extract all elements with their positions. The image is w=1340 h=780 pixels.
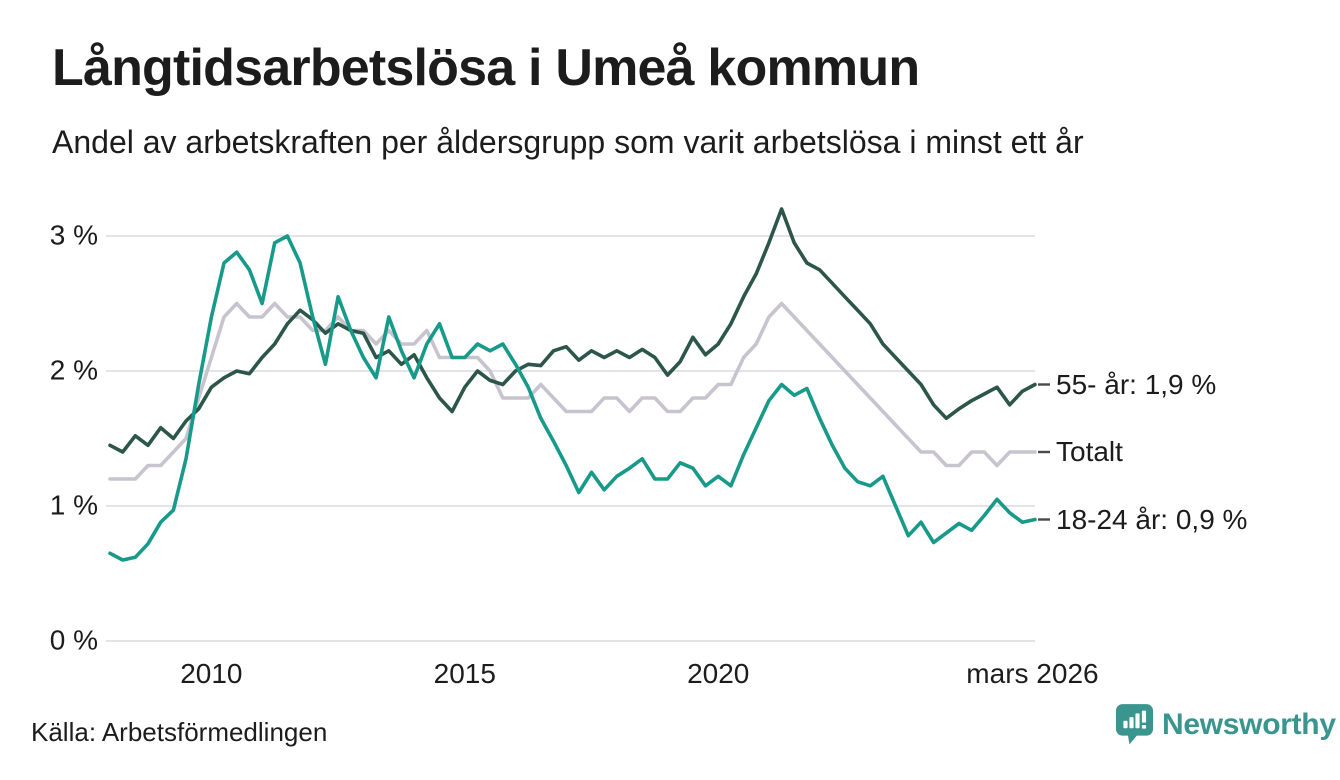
newsworthy-icon [1116,704,1153,745]
series-label-Totalt: Totalt [1056,436,1123,467]
brand-logo: Newsworthy [1116,704,1336,745]
series-line-Totalt [108,301,1037,481]
series-label-18-24år: 18-24 år: 0,9 % [1056,503,1248,535]
y-axis-label: 1 % [49,489,98,521]
x-axis-label: 2020 [687,658,750,689]
page-subtitle: Andel av arbetskraften per åldersgrupp s… [52,124,1084,160]
brand-name: Newsworthy [1162,707,1336,741]
x-axis-label: mars 2026 [966,658,1099,689]
series-line-55-år [108,207,1037,454]
y-axis-label: 3 % [49,219,98,251]
x-axis-label: 2010 [180,658,243,689]
y-axis-label: 0 % [49,624,98,656]
page-title: Långtidsarbetslösa i Umeå kommun [52,39,920,97]
x-axis-label: 2015 [433,658,496,689]
series-line-18-24år [108,234,1037,562]
series-label-55-år: 55- år: 1,9 % [1056,368,1217,400]
source-note: Källa: Arbetsförmedlingen [31,717,328,747]
y-axis-label: 2 % [49,354,98,386]
